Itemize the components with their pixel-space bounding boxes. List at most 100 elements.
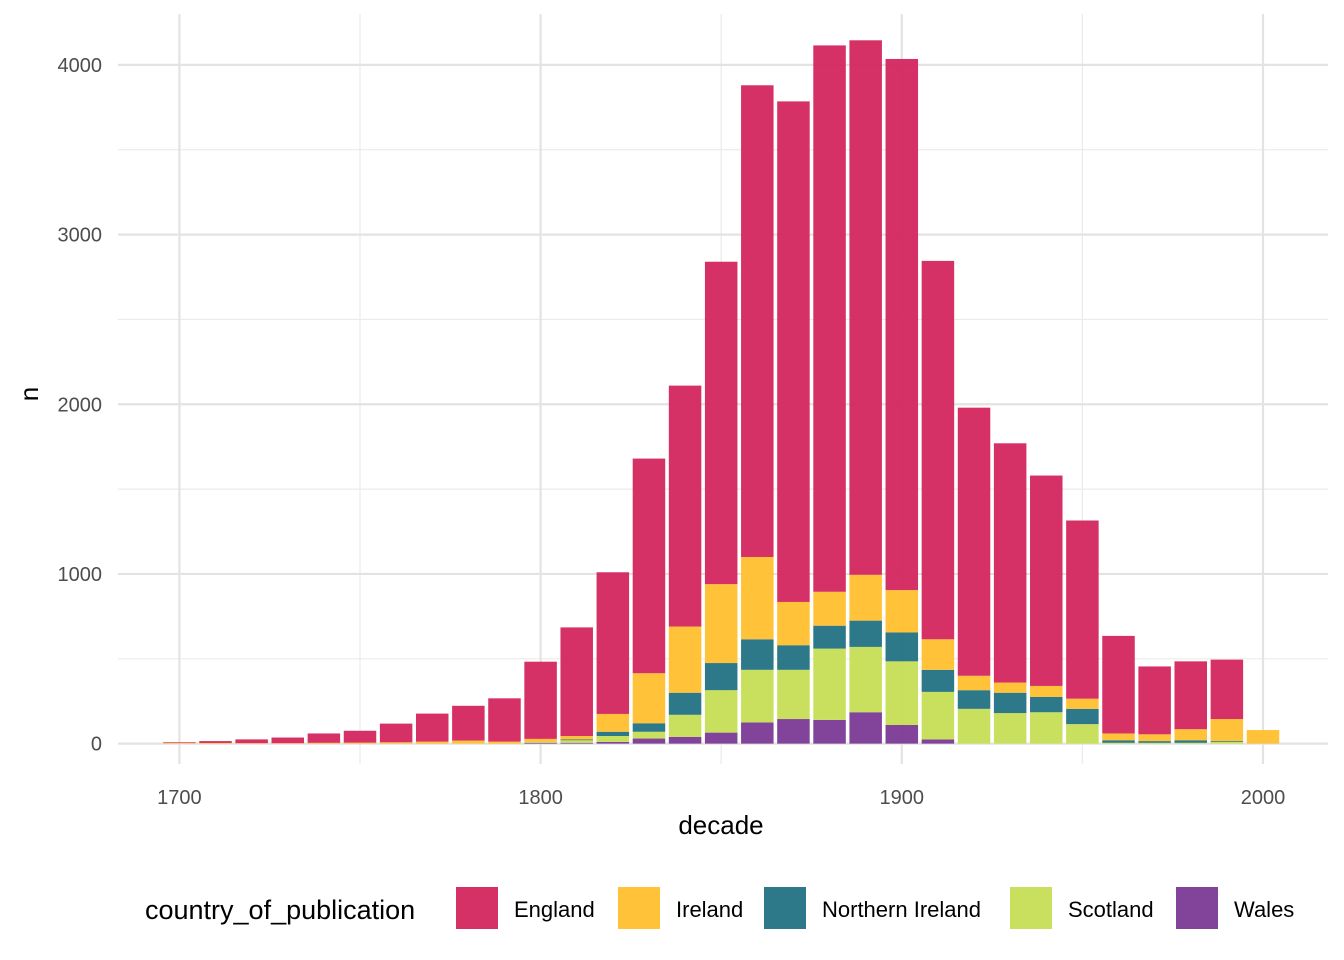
bar-scotland-1890 [849,646,882,713]
bar-northern-ireland-1940 [1030,696,1063,713]
y-tick-label: 1000 [58,564,103,586]
bar-scotland-1830 [632,731,666,739]
bar-ireland-1990 [1210,719,1244,742]
bar-scotland-1990 [1210,741,1244,744]
bar-northern-ireland-1830 [632,723,666,732]
bar-scotland-1850 [704,690,738,733]
bar-england-1780 [452,705,485,741]
legend-label: Northern Ireland [822,897,981,922]
x-tick-label: 2000 [1241,787,1286,809]
bar-wales-1890 [849,712,882,744]
bar-ireland-1730 [271,743,305,744]
bar-england-1880 [813,45,846,592]
bar-ireland-1950 [1066,698,1099,709]
x-tick-label: 1900 [880,787,925,809]
bar-northern-ireland-1980 [1174,740,1207,743]
bar-ireland-1720 [235,743,268,744]
x-axis-tick-labels: 1700 1800 1900 2000 [157,787,1285,809]
bar-ireland-1970 [1138,734,1171,742]
bar-scotland-1910 [921,691,955,740]
bar-scotland-1940 [1030,712,1063,744]
y-tick-label: 3000 [58,225,103,247]
bar-northern-ireland-1870 [777,645,810,670]
bar-scotland-1880 [813,648,846,720]
bar-ireland-1870 [777,601,810,646]
bar-england-1910 [921,260,955,640]
legend: country_of_publication England Ireland Nor… [145,887,1294,929]
legend-label: Scotland [1068,897,1154,922]
bar-england-1710 [199,741,232,743]
bar-ireland-1910 [921,639,955,670]
bar-wales-1820 [596,741,630,744]
bar-northern-ireland-1960 [1102,740,1135,743]
bar-england-1790 [488,698,521,742]
y-tick-label: 4000 [58,55,103,77]
bar-northern-ireland-1840 [668,692,702,715]
bar-ireland-2000 [1246,730,1280,744]
bar-wales-1800 [524,742,557,744]
bar-scotland-1950 [1066,724,1099,744]
bar-northern-ireland-1860 [741,639,774,670]
bar-ireland-1980 [1174,729,1207,741]
y-tick-label: 2000 [58,394,103,416]
bar-england-1820 [596,572,630,714]
bar-england-1830 [632,458,666,674]
bar-scotland-1960 [1102,742,1135,744]
bar-northern-ireland-1930 [993,692,1027,714]
legend-key-scotland [1010,887,1052,929]
y-tick-label: 0 [91,734,102,756]
bar-england-1870 [777,101,810,602]
bar-england-1720 [235,739,268,744]
bar-northern-ireland-1880 [813,625,846,649]
bar-wales-1870 [777,719,810,744]
bar-england-1960 [1102,635,1135,734]
bar-wales-1910 [921,739,955,744]
bar-ireland-1900 [885,590,919,633]
bar-ireland-1750 [343,742,377,744]
bar-ireland-1960 [1102,733,1135,741]
legend-label: Ireland [676,897,743,922]
bar-england-1760 [379,723,413,743]
bar-scotland-1810 [560,740,593,743]
bar-scotland-1860 [741,669,774,723]
bars [163,40,1280,744]
bar-wales-1850 [704,732,738,744]
bar-england-1920 [957,407,991,676]
bar-england-1740 [307,733,341,743]
bar-ireland-1810 [560,736,593,740]
bar-scotland-1840 [668,714,702,737]
x-axis-title: decade [678,810,763,840]
bar-ireland-1860 [741,556,774,640]
bar-scotland-1870 [777,669,810,720]
bar-northern-ireland-1990 [1210,741,1244,742]
bar-wales-1840 [668,736,702,744]
bar-ireland-1790 [488,741,521,744]
bar-england-1950 [1066,520,1099,699]
x-tick-label: 1800 [518,787,563,809]
bar-ireland-1770 [415,741,449,744]
bar-england-1990 [1210,659,1244,720]
bar-scotland-1800 [524,741,557,743]
bar-england-1850 [704,261,738,585]
bar-northern-ireland-1950 [1066,708,1099,725]
legend-key-wales [1176,887,1218,929]
bar-scotland-1920 [957,708,991,744]
bar-scotland-1820 [596,736,630,742]
bar-scotland-1900 [885,661,919,725]
bar-ireland-1930 [993,682,1027,693]
x-tick-label: 1700 [157,787,202,809]
bar-ireland-1890 [849,574,882,621]
bar-wales-1880 [813,719,846,744]
bar-england-1980 [1174,661,1207,730]
bar-ireland-1880 [813,591,846,626]
bar-england-1940 [1030,475,1063,686]
bar-ireland-1820 [596,713,630,732]
bar-northern-ireland-1970 [1138,741,1171,743]
bar-ireland-1760 [379,742,413,744]
bar-england-1930 [993,443,1027,683]
bar-northern-ireland-1910 [921,669,955,692]
bar-ireland-1920 [957,675,991,691]
legend-key-ireland [618,887,660,929]
bar-england-1840 [668,385,702,627]
